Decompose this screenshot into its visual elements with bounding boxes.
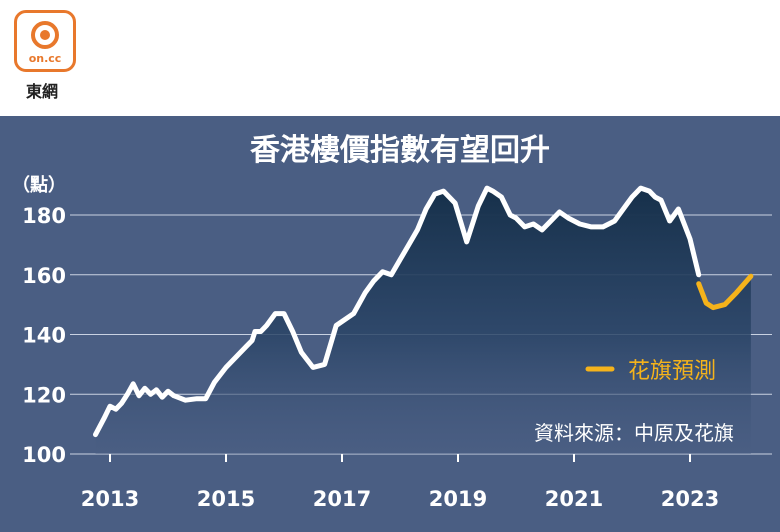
chart-title: 香港樓價指數有望回升 <box>250 133 550 168</box>
x-tick-label: 2019 <box>429 487 487 511</box>
y-tick-label: 180 <box>22 204 66 228</box>
series-line-forecast <box>696 273 754 311</box>
y-tick-label: 100 <box>22 443 66 467</box>
y-tick-label: 120 <box>22 383 66 407</box>
logo-badge-icon: on.cc <box>14 10 76 72</box>
unit-label: （點） <box>12 175 66 196</box>
logo-text: on.cc <box>28 52 62 65</box>
x-tick-label: 2013 <box>81 487 139 511</box>
x-tick-label: 2023 <box>661 487 719 511</box>
legend-label: 花旗預測 <box>628 359 716 384</box>
x-tick-label: 2017 <box>313 487 371 511</box>
y-tick-label: 140 <box>22 324 66 348</box>
logo-dot-icon <box>40 30 50 40</box>
y-tick-labels: 100 120 140 160 180 <box>22 204 66 467</box>
x-tick-label: 2015 <box>197 487 255 511</box>
logo-ring-icon <box>31 21 59 49</box>
area-fill <box>95 188 751 454</box>
x-tick-label: 2021 <box>545 487 603 511</box>
source-note: 資料來源：中原及花旗 <box>534 421 734 445</box>
chart-panel: 香港樓價指數有望回升 （點） 100 120 140 160 180 2013 2015 2… <box>0 116 780 532</box>
logo-name: 東網 <box>25 82 58 101</box>
oncc-logo: on.cc 東網 <box>14 10 78 102</box>
series-line-actual <box>93 185 702 438</box>
y-tick-label: 160 <box>22 264 66 288</box>
legend: 花旗預測 <box>585 359 716 384</box>
x-tick-labels: 2013 2015 2017 2019 2021 2023 <box>81 454 719 511</box>
